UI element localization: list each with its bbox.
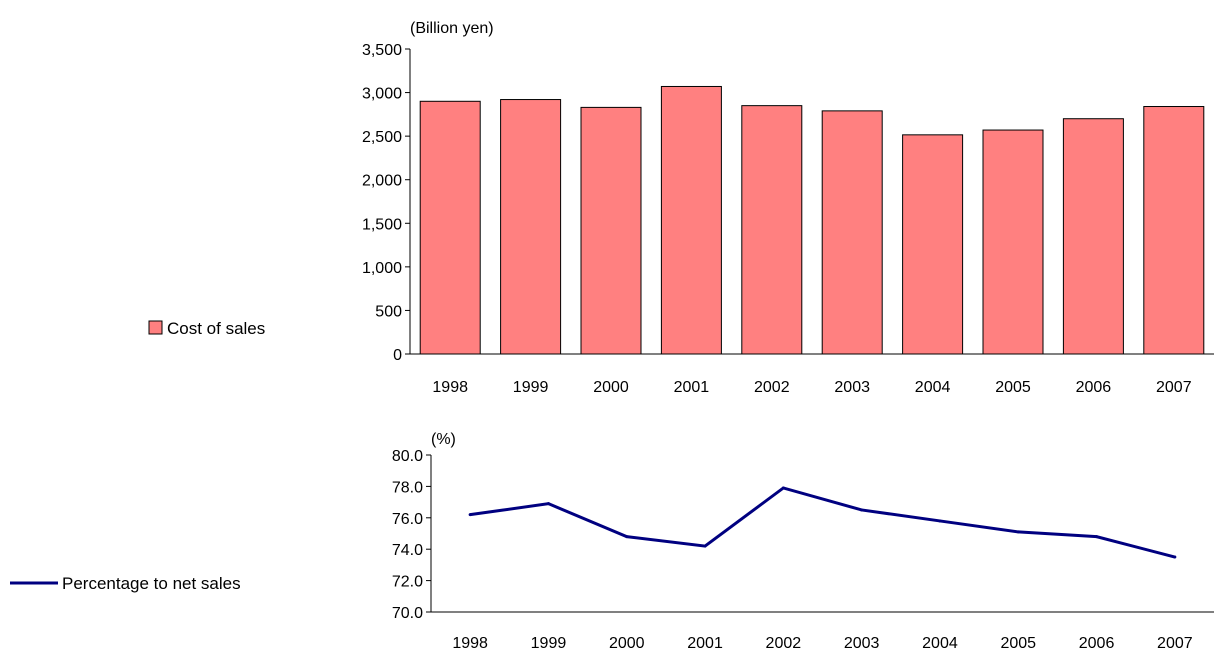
cost-of-sales-legend-label: Cost of sales	[167, 319, 265, 338]
bar-x-tick-label: 2007	[1156, 379, 1192, 396]
bar-chart-y-axis-ticks: 0 500 1,000 1,500 2,000 2,500 3,000 3,500	[362, 42, 410, 364]
line-x-tick-label: 2004	[922, 635, 958, 652]
bar-y-tick-label: 1,000	[362, 260, 402, 277]
line-y-tick-label: 80.0	[392, 448, 423, 465]
line-y-tick-label: 70.0	[392, 605, 423, 622]
bar-chart-x-axis-ticks: 1998 1999 2000 2001 2002 2003 2004 2005 2006 2007	[432, 379, 1191, 396]
line-x-tick-label: 1999	[531, 635, 567, 652]
cost-of-sales-legend-swatch	[148, 320, 163, 335]
line-y-tick-label: 78.0	[392, 479, 423, 496]
bar-y-tick-label: 500	[375, 303, 402, 320]
bar-x-tick-label: 2005	[995, 379, 1031, 396]
bar-y-tick-label: 2,500	[362, 129, 402, 146]
bar-chart-unit-label: (Billion yen)	[410, 20, 494, 37]
line-chart-y-axis-ticks: 70.0 72.0 74.0 76.0 78.0 80.0	[392, 448, 431, 622]
line-x-tick-label: 2005	[1000, 635, 1036, 652]
percentage-point-2000	[625, 535, 629, 539]
bar-x-tick-label: 2003	[834, 379, 870, 396]
cost-of-sales-bar-2003	[821, 110, 883, 355]
percentage-point-2007	[1173, 555, 1177, 559]
cost-of-sales-bar-1998	[419, 100, 481, 355]
bar-x-tick-label: 2000	[593, 379, 629, 396]
cost-of-sales-bar-1999	[500, 99, 562, 355]
cost-of-sales-bar-2002	[741, 105, 803, 355]
bar-y-tick-label: 3,000	[362, 86, 402, 103]
cost-of-sales-bar-2007	[1143, 106, 1205, 355]
bar-x-tick-label: 1998	[432, 379, 468, 396]
cost-of-sales-bar-2004	[902, 134, 964, 355]
cost-of-sales-bar-2000	[580, 106, 642, 355]
cost-of-sales-bar-2001	[660, 85, 722, 355]
line-chart-unit-label: (%)	[431, 431, 456, 448]
bar-chart-bars	[419, 85, 1205, 355]
bar-x-tick-label: 2006	[1076, 379, 1112, 396]
line-chart-x-axis-ticks: 1998 1999 2000 2001 2002 2003 2004 2005 2006 2007	[452, 635, 1192, 652]
line-chart-series	[468, 486, 1177, 559]
bar-x-tick-label: 2004	[915, 379, 951, 396]
bar-y-tick-label: 0	[393, 347, 402, 364]
line-y-tick-label: 76.0	[392, 511, 423, 528]
percentage-point-2003	[860, 508, 864, 512]
line-x-tick-label: 2007	[1157, 635, 1193, 652]
bar-x-tick-label: 2001	[674, 379, 710, 396]
percentage-point-2006	[1095, 535, 1099, 539]
percentage-to-net-sales-line	[469, 486, 1176, 559]
bar-x-tick-label: 2002	[754, 379, 790, 396]
percentage-point-2004	[938, 519, 942, 523]
percentage-point-2002	[781, 486, 785, 490]
cost-of-sales-bar-2006	[1062, 118, 1124, 355]
line-x-tick-label: 2001	[687, 635, 723, 652]
percentage-point-1999	[546, 502, 550, 506]
bar-chart-legend: Cost of sales	[148, 319, 265, 338]
percentage-point-2001	[703, 544, 707, 548]
line-x-tick-label: 1998	[452, 635, 488, 652]
cost-of-sales-bar-chart: (Billion yen) 0 500 1,000 1,500 2,000 2,500 3,…	[148, 20, 1214, 396]
percentage-line-chart: (%) 70.0 72.0 74.0 76.0 78.0 80.0 1998 1999 200…	[10, 431, 1214, 652]
line-chart-legend: Percentage to net sales	[10, 574, 241, 593]
bar-y-tick-label: 1,500	[362, 216, 402, 233]
line-x-tick-label: 2006	[1079, 635, 1115, 652]
line-y-tick-label: 72.0	[392, 574, 423, 591]
line-x-tick-label: 2002	[766, 635, 802, 652]
percentage-point-1998	[468, 513, 472, 517]
percentage-point-2005	[1016, 530, 1020, 534]
line-y-tick-label: 74.0	[392, 542, 423, 559]
bar-y-tick-label: 3,500	[362, 42, 402, 59]
cost-of-sales-bar-2005	[982, 129, 1044, 355]
bar-y-tick-label: 2,000	[362, 173, 402, 190]
line-x-tick-label: 2003	[844, 635, 880, 652]
percentage-legend-label: Percentage to net sales	[62, 574, 241, 593]
line-x-tick-label: 2000	[609, 635, 645, 652]
bar-x-tick-label: 1999	[513, 379, 549, 396]
